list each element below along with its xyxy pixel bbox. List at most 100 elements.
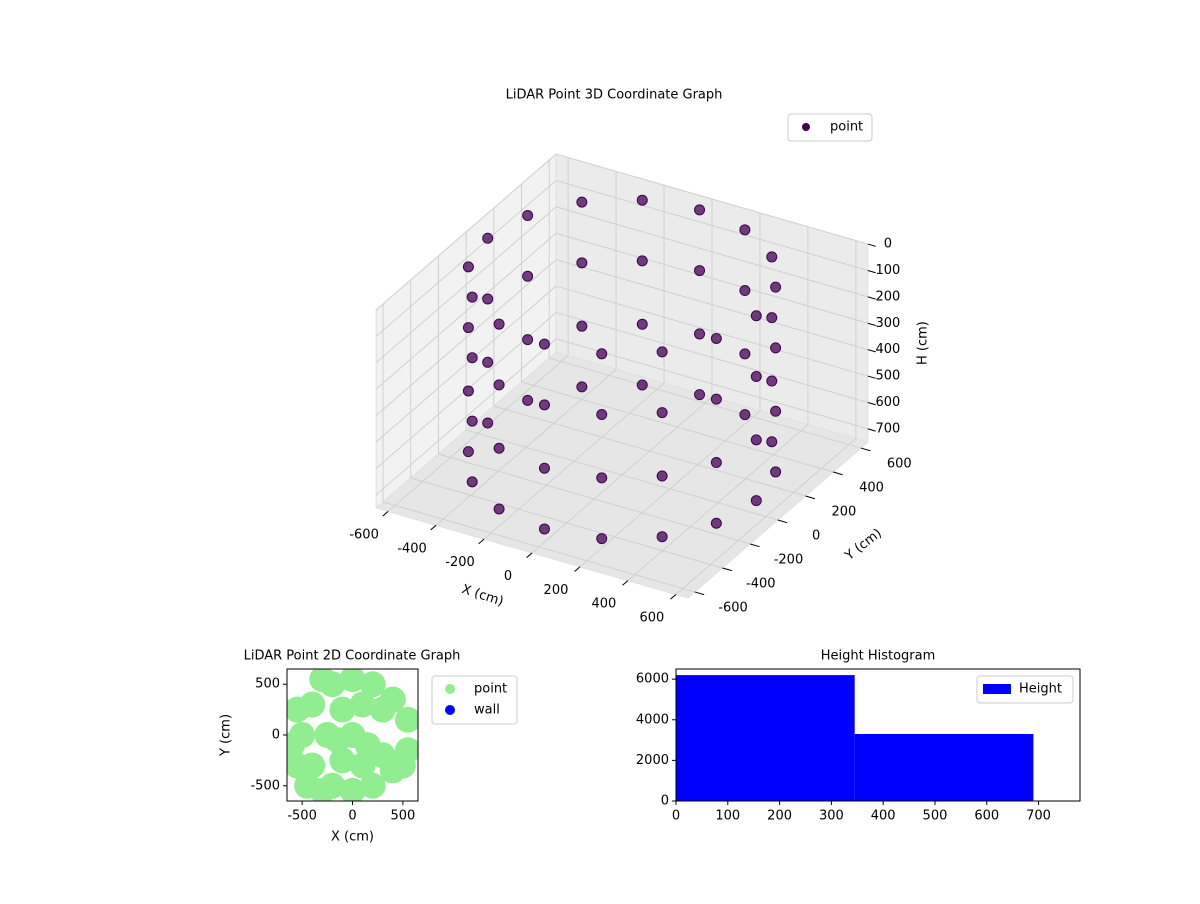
bar: [855, 734, 1034, 801]
point: [597, 534, 607, 544]
legend-marker: [445, 684, 455, 694]
point: [711, 518, 721, 528]
x-tick-label: 600: [974, 809, 999, 824]
point: [577, 321, 587, 331]
z-tick-label: 600: [875, 395, 900, 410]
x-tick-label: 300: [819, 809, 844, 824]
point: [539, 339, 549, 349]
point: [711, 394, 721, 404]
x-tick-label: 500: [923, 809, 948, 824]
point: [309, 666, 335, 692]
point: [539, 524, 549, 534]
x-tick-label: 100: [715, 809, 740, 824]
point: [467, 292, 477, 302]
point: [523, 211, 533, 221]
chart-title: LiDAR Point 3D Coordinate Graph: [506, 88, 723, 103]
point: [657, 408, 667, 418]
y-tick-label: -600: [718, 600, 748, 615]
point: [467, 416, 477, 426]
y-tick-label: 4000: [636, 712, 669, 727]
x-tick-label: -600: [349, 527, 379, 542]
point: [539, 400, 549, 410]
point: [494, 443, 504, 453]
z-tick-label: 400: [875, 342, 900, 357]
point: [637, 319, 647, 329]
chart-title: Height Histogram: [821, 649, 936, 664]
point: [494, 380, 504, 390]
point: [494, 319, 504, 329]
legend-marker: [445, 705, 455, 715]
point: [751, 311, 761, 321]
point: [463, 386, 473, 396]
point: [370, 697, 396, 723]
point: [494, 504, 504, 514]
point: [355, 732, 381, 758]
x-tick-label: -400: [397, 541, 427, 556]
y-tick-label: 2000: [636, 753, 669, 768]
point: [751, 435, 761, 445]
y-tick-label: 6000: [636, 672, 669, 687]
legend-label: Height: [1019, 682, 1062, 697]
point: [523, 335, 533, 345]
x-tick-label: 500: [390, 809, 415, 824]
y-axis-label: Y (cm): [219, 714, 234, 757]
legend-label: point: [474, 682, 507, 697]
point: [767, 252, 777, 262]
point: [695, 329, 705, 339]
point: [771, 406, 781, 416]
point: [751, 496, 761, 506]
point: [695, 266, 705, 276]
point: [463, 262, 473, 272]
point: [324, 727, 350, 753]
z-tick-label: 0: [884, 237, 892, 252]
y-tick-label: -500: [250, 778, 280, 793]
bar: [676, 675, 855, 801]
point: [657, 347, 667, 357]
x-tick-label: 400: [592, 597, 617, 612]
y-tick-label: 200: [831, 504, 856, 519]
legend-label: wall: [474, 703, 500, 718]
point: [657, 532, 667, 542]
point: [711, 333, 721, 343]
point: [483, 357, 493, 367]
point: [771, 282, 781, 292]
legend-marker: [983, 684, 1011, 694]
point: [767, 437, 777, 447]
point: [483, 233, 493, 243]
point: [483, 418, 493, 428]
y-tick-label: 500: [255, 677, 280, 692]
z-tick-label: 700: [875, 421, 900, 436]
point: [637, 380, 647, 390]
point: [751, 371, 761, 381]
y-tick-label: -200: [774, 552, 804, 567]
y-tick-label: 600: [887, 456, 912, 471]
point: [711, 458, 721, 468]
point: [284, 697, 310, 723]
point: [577, 258, 587, 268]
x-tick-label: 0: [504, 569, 512, 584]
x-tick-label: -500: [287, 809, 317, 824]
point: [695, 390, 705, 400]
chart-title: LiDAR Point 2D Coordinate Graph: [244, 649, 461, 664]
y-tick-label: 0: [272, 728, 280, 743]
point: [395, 707, 421, 733]
point: [767, 376, 777, 386]
point: [740, 410, 750, 420]
point: [463, 323, 473, 333]
point: [657, 471, 667, 481]
point: [740, 286, 750, 296]
point: [523, 271, 533, 281]
x-tick-label: 600: [639, 611, 664, 626]
point: [771, 467, 781, 477]
x-tick-label: -200: [445, 555, 475, 570]
legend-label: point: [830, 120, 863, 135]
z-tick-label: 100: [875, 263, 900, 278]
z-tick-label: 500: [875, 369, 900, 384]
point: [577, 382, 587, 392]
point: [467, 353, 477, 363]
point: [463, 447, 473, 457]
legend-marker: [802, 123, 810, 131]
point: [539, 463, 549, 473]
x-tick-label: 400: [871, 809, 896, 824]
